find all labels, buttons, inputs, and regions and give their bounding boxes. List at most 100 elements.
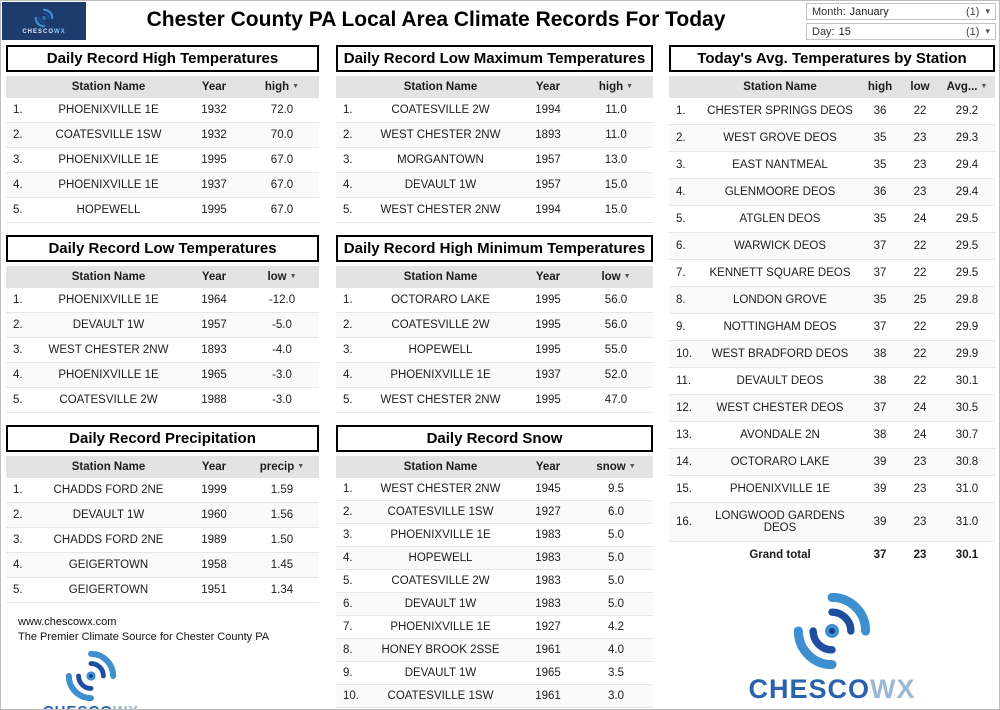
column-header-station-name[interactable]: Station Name: [364, 266, 517, 288]
value-cell: 1951: [183, 577, 245, 603]
value-cell: 4.0: [579, 638, 653, 662]
value-cell: 3.0: [579, 684, 653, 708]
station-name-cell: PHOENIXVILLE 1E: [34, 362, 183, 388]
table-row: 2. COATESVILLE 1SW 1932 70.0: [6, 122, 319, 148]
row-index: 3.: [669, 151, 701, 179]
row-index: 4.: [669, 178, 701, 206]
column-header-precip[interactable]: precip ▼: [245, 456, 319, 478]
row-index: 11.: [669, 367, 701, 395]
value-cell: 1961: [517, 638, 579, 662]
column-header-year[interactable]: Year: [517, 266, 579, 288]
value-cell: 29.5: [939, 205, 995, 233]
value-cell: 1995: [517, 288, 579, 313]
row-index: 3.: [336, 147, 364, 173]
value-cell: 56.0: [579, 312, 653, 338]
table-row: 3. PHOENIXVILLE 1E 1995 67.0: [6, 147, 319, 173]
station-name-cell: PHOENIXVILLE 1E: [34, 98, 183, 123]
row-index: 2.: [669, 124, 701, 152]
column-header-year[interactable]: Year: [183, 456, 245, 478]
table-row: 1. CHESTER SPRINGS DEOS 36 22 29.2: [669, 98, 995, 125]
column-header-station-name[interactable]: Station Name: [34, 266, 183, 288]
table-row: 5. COATESVILLE 2W 1983 5.0: [336, 569, 653, 593]
month-value: January: [849, 5, 889, 18]
row-index: 6.: [669, 232, 701, 260]
column-header-year[interactable]: Year: [517, 456, 579, 478]
station-name-cell: COATESVILLE 2W: [34, 387, 183, 413]
footer-logo-right: CHESCOWX: [669, 590, 995, 705]
table-row: 1. OCTORARO LAKE 1995 56.0: [336, 288, 653, 313]
column-header-avg[interactable]: Avg... ▼: [939, 76, 995, 98]
column-header-station-name[interactable]: Station Name: [364, 456, 517, 478]
table-title: Daily Record High Minimum Temperatures: [336, 235, 653, 262]
table-row: 7. PHOENIXVILLE 1E 1927 4.2: [336, 615, 653, 639]
value-cell: 37: [859, 313, 901, 341]
row-index: 1.: [6, 478, 34, 503]
sort-arrow-icon: ▼: [289, 273, 297, 281]
station-name-cell: OCTORARO LAKE: [701, 448, 859, 476]
column-header-low[interactable]: low ▼: [579, 266, 653, 288]
column-header-low[interactable]: low ▼: [245, 266, 319, 288]
column-header-snow[interactable]: snow ▼: [579, 456, 653, 478]
column-header-station-name[interactable]: Station Name: [364, 76, 517, 98]
row-index: [669, 541, 701, 568]
value-cell: 1.50: [245, 527, 319, 553]
column-header-high[interactable]: high ▼: [245, 76, 319, 98]
value-cell: 6.0: [579, 500, 653, 524]
station-name-cell: CHESTER SPRINGS DEOS: [701, 98, 859, 125]
column-header-station-name[interactable]: Station Name: [701, 76, 859, 98]
station-name-cell: PHOENIXVILLE 1E: [34, 147, 183, 173]
column-header-station-name[interactable]: Station Name: [34, 76, 183, 98]
value-cell: 22: [901, 367, 939, 395]
table-row: 1. COATESVILLE 2W 1994 11.0: [336, 98, 653, 123]
value-cell: 1961: [517, 684, 579, 708]
station-name-cell: WEST CHESTER 2NW: [364, 478, 517, 501]
value-cell: 1957: [517, 172, 579, 198]
grand-total-row: Grand total 37 23 30.1: [669, 541, 995, 568]
month-dropdown[interactable]: Month: January (1) ▾: [806, 3, 996, 20]
station-name-cell: WEST CHESTER 2NW: [34, 337, 183, 363]
station-name-cell: AVONDALE 2N: [701, 421, 859, 449]
daily-record-high-min-table: Daily Record High Minimum Temperatures S…: [336, 235, 653, 413]
row-index: 16.: [669, 502, 701, 542]
column-header-station-name[interactable]: Station Name: [34, 456, 183, 478]
value-cell: 23: [901, 178, 939, 206]
value-cell: 1.34: [245, 577, 319, 603]
station-name-cell: WARWICK DEOS: [701, 232, 859, 260]
station-name-cell: COATESVILLE 2W: [364, 569, 517, 593]
station-name-cell: PHOENIXVILLE 1E: [34, 172, 183, 198]
middle-column: Daily Record Low Maximum Temperatures St…: [336, 45, 653, 709]
station-name-cell: MORGANTOWN: [364, 147, 517, 173]
column-header-low[interactable]: low: [901, 76, 939, 98]
value-cell: 1988: [183, 387, 245, 413]
month-count: (1): [966, 5, 980, 18]
table-row: 2. DEVAULT 1W 1957 -5.0: [6, 312, 319, 338]
column-header-year[interactable]: Year: [183, 76, 245, 98]
value-cell: 22: [901, 259, 939, 287]
column-header-year[interactable]: Year: [517, 76, 579, 98]
value-cell: 52.0: [579, 362, 653, 388]
value-cell: 72.0: [245, 98, 319, 123]
station-name-cell: COATESVILLE 2W: [364, 98, 517, 123]
row-index: 5.: [669, 205, 701, 233]
table-row: 14. OCTORARO LAKE 39 23 30.8: [669, 448, 995, 476]
sort-arrow-icon: ▼: [626, 83, 634, 91]
value-cell: 22: [901, 340, 939, 368]
table-row: 2. WEST GROVE DEOS 35 23 29.3: [669, 124, 995, 152]
value-cell: 31.0: [939, 502, 995, 542]
value-cell: 5.0: [579, 569, 653, 593]
sort-arrow-icon: ▼: [297, 463, 305, 471]
table-row: 1. CHADDS FORD 2NE 1999 1.59: [6, 478, 319, 503]
table-row: 5. WEST CHESTER 2NW 1994 15.0: [336, 197, 653, 223]
row-index-header: [336, 76, 364, 98]
day-dropdown[interactable]: Day: 15 (1) ▾: [806, 23, 996, 40]
station-name-cell: PHOENIXVILLE 1E: [364, 362, 517, 388]
value-cell: -4.0: [245, 337, 319, 363]
column-header-high[interactable]: high: [859, 76, 901, 98]
column-header-high[interactable]: high ▼: [579, 76, 653, 98]
column-header-year[interactable]: Year: [183, 266, 245, 288]
value-cell: 37: [859, 541, 901, 568]
value-cell: 37: [859, 394, 901, 422]
table-row: 5. GEIGERTOWN 1951 1.34: [6, 577, 319, 603]
value-cell: 1983: [517, 546, 579, 570]
value-cell: 35: [859, 205, 901, 233]
